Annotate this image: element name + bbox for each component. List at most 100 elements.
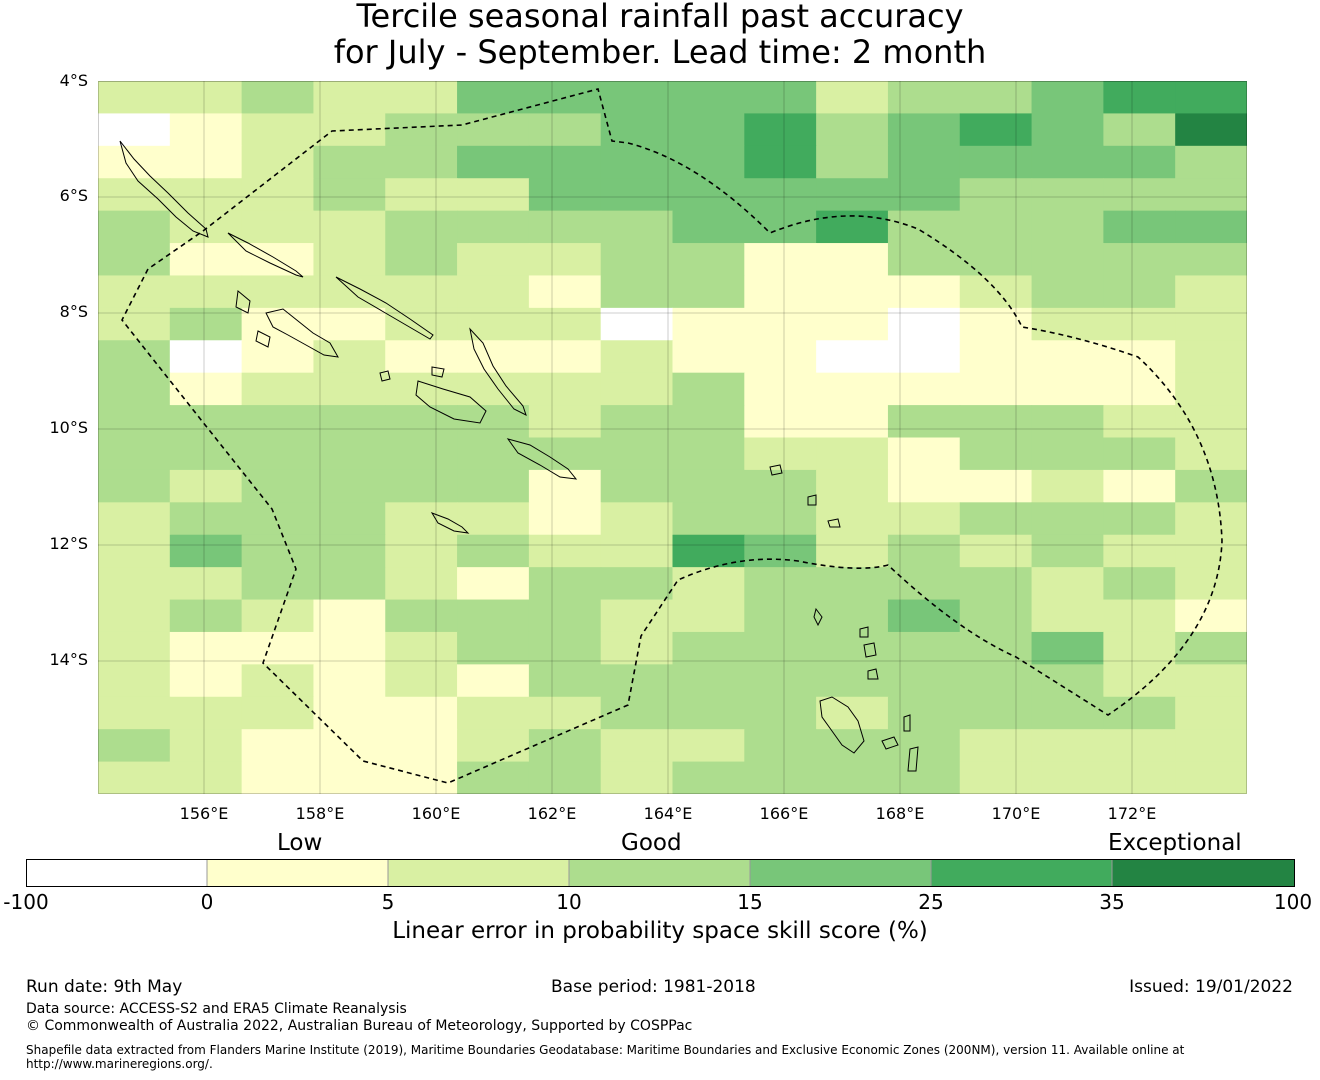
skill-cell — [528, 145, 602, 179]
skill-cell — [887, 664, 961, 698]
skill-cell — [816, 567, 889, 601]
skill-cell — [457, 243, 530, 277]
skill-cell — [1175, 599, 1247, 633]
skill-cell — [241, 469, 315, 503]
skill-cell — [1103, 81, 1176, 115]
skill-cell — [457, 567, 530, 601]
skill-cell — [241, 210, 315, 244]
skill-cell — [385, 469, 458, 503]
skill-cell — [98, 340, 171, 374]
skill-cell — [959, 502, 1033, 536]
skill-cell — [1031, 761, 1104, 794]
skill-cell — [241, 696, 315, 730]
skill-cell — [1031, 81, 1104, 115]
skill-cell — [313, 761, 386, 794]
skill-cell — [744, 178, 817, 212]
skill-cell — [169, 81, 243, 115]
skill-cell — [457, 178, 530, 212]
skill-cell — [385, 275, 458, 309]
skill-cell — [672, 210, 745, 244]
skill-cell — [600, 729, 674, 763]
skill-cell — [385, 178, 458, 212]
skill-cell — [959, 113, 1033, 147]
skill-cell — [600, 664, 674, 698]
skill-cell — [600, 340, 674, 374]
coastlines — [119, 140, 919, 772]
skill-cell — [887, 534, 961, 568]
skill-cell — [1175, 372, 1247, 406]
skill-cell — [98, 729, 171, 763]
skill-cell — [98, 178, 171, 212]
skill-cell — [1175, 340, 1247, 374]
skill-cell — [816, 340, 889, 374]
skill-cell — [528, 275, 602, 309]
skill-cell — [887, 307, 961, 341]
skill-cell — [1103, 210, 1176, 244]
copyright: © Commonwealth of Australia 2022, Austra… — [26, 1018, 693, 1034]
skill-cell — [169, 372, 243, 406]
skill-cell — [1175, 502, 1247, 536]
skill-cell — [744, 729, 817, 763]
skill-cell — [600, 81, 674, 115]
skill-cell — [313, 469, 386, 503]
skill-cell — [744, 761, 817, 794]
skill-cell — [385, 113, 458, 147]
skill-cell — [528, 469, 602, 503]
colorbar-segment-1 — [26, 859, 207, 887]
skill-cell — [457, 761, 530, 794]
skill-cell — [457, 502, 530, 536]
skill-cell — [385, 81, 458, 115]
skill-cell — [1031, 534, 1104, 568]
skill-cell — [1031, 243, 1104, 277]
skill-cell — [1175, 469, 1247, 503]
skill-cell — [385, 210, 458, 244]
skill-cell — [959, 210, 1033, 244]
skill-cell — [98, 210, 171, 244]
skill-cell — [1103, 729, 1176, 763]
skill-cell — [313, 567, 386, 601]
skill-cell — [98, 664, 171, 698]
colorbar — [26, 859, 1295, 887]
skill-cell — [744, 469, 817, 503]
skill-cell — [959, 567, 1033, 601]
skill-cell — [169, 437, 243, 471]
skill-cell — [385, 307, 458, 341]
skill-cell — [241, 275, 315, 309]
skill-cell — [1103, 469, 1176, 503]
skill-cell — [528, 761, 602, 794]
skill-cell — [1031, 372, 1104, 406]
skill-cell — [457, 145, 530, 179]
skill-cell — [385, 145, 458, 179]
skill-cell — [98, 567, 171, 601]
skill-cell — [672, 113, 745, 147]
lat-label-6s: 6°S — [59, 186, 88, 205]
skill-cell — [313, 340, 386, 374]
skill-cell — [313, 696, 386, 730]
skill-cell — [457, 534, 530, 568]
skill-cell — [959, 178, 1033, 212]
skill-cell — [385, 761, 458, 794]
colorbar-tick: 35 — [1099, 890, 1125, 914]
skill-cell — [959, 729, 1033, 763]
skill-cell — [1103, 307, 1176, 341]
skill-cell — [169, 696, 243, 730]
skill-cell — [744, 664, 817, 698]
skill-cell — [528, 405, 602, 439]
skill-cell — [1031, 307, 1104, 341]
skill-cell — [959, 340, 1033, 374]
skill-cell — [1175, 210, 1247, 244]
skill-cell — [1103, 761, 1176, 794]
skill-cell — [600, 631, 674, 665]
skill-cell — [457, 437, 530, 471]
lon-label-162e: 162°E — [527, 804, 577, 823]
skill-cell — [887, 372, 961, 406]
skill-cell — [385, 664, 458, 698]
skill-cell — [1103, 599, 1176, 633]
colorbar-segment-7 — [1112, 859, 1294, 887]
skill-cell — [313, 275, 386, 309]
skill-cell — [959, 372, 1033, 406]
skill-cell — [887, 437, 961, 471]
skill-cell — [816, 469, 889, 503]
skill-cell — [672, 469, 745, 503]
skill-cell — [1031, 631, 1104, 665]
